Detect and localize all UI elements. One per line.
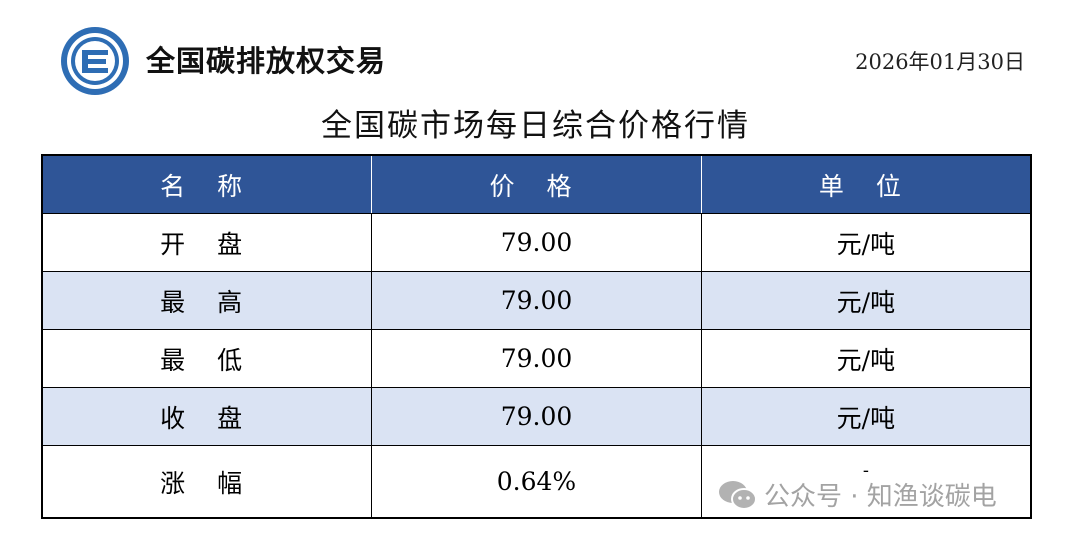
row-price: 0.64% bbox=[371, 445, 702, 519]
row-unit: - bbox=[700, 445, 1032, 519]
table-row: 最 低 79.00 元/吨 bbox=[41, 329, 1032, 388]
table-row: 最 高 79.00 元/吨 bbox=[41, 271, 1032, 330]
row-name: 最 高 bbox=[41, 271, 373, 330]
column-header-unit: 单 位 bbox=[700, 154, 1032, 214]
column-header-name: 名 称 bbox=[41, 154, 373, 214]
table-row: 涨 幅 0.64% - bbox=[41, 445, 1032, 519]
brand-name: 全国碳排放权交易 bbox=[146, 44, 387, 78]
row-price: 79.00 bbox=[371, 329, 702, 388]
row-unit: 元/吨 bbox=[700, 271, 1032, 330]
watermark: 公众号 · 知渔谈碳电 bbox=[718, 476, 997, 513]
row-price: 79.00 bbox=[371, 213, 702, 272]
watermark-text: 公众号 · 知渔谈碳电 bbox=[764, 482, 997, 512]
row-unit: 元/吨 bbox=[700, 213, 1032, 272]
row-price: 79.00 bbox=[371, 271, 702, 330]
row-price: 79.00 bbox=[371, 387, 702, 446]
row-unit: 元/吨 bbox=[700, 387, 1032, 446]
row-name: 涨 幅 bbox=[41, 445, 373, 519]
exchange-logo bbox=[61, 27, 129, 95]
column-header-price: 价 格 bbox=[371, 154, 702, 214]
row-name: 开 盘 bbox=[41, 213, 373, 272]
table-row: 收 盘 79.00 元/吨 bbox=[41, 387, 1032, 446]
row-name: 最 低 bbox=[41, 329, 373, 388]
wechat-icon bbox=[719, 480, 757, 510]
price-table: 名 称 价 格 单 位 开 盘 79.00 元/吨 最 高 79.00 元/吨 … bbox=[41, 154, 1032, 519]
table-row: 开 盘 79.00 元/吨 bbox=[41, 213, 1032, 272]
row-unit: 元/吨 bbox=[700, 329, 1032, 388]
report-date: 2026年01月30日 bbox=[855, 50, 1025, 74]
row-name: 收 盘 bbox=[41, 387, 373, 446]
table-header: 名 称 价 格 单 位 bbox=[41, 154, 1032, 214]
page-title: 全国碳市场每日综合价格行情 bbox=[321, 108, 750, 144]
